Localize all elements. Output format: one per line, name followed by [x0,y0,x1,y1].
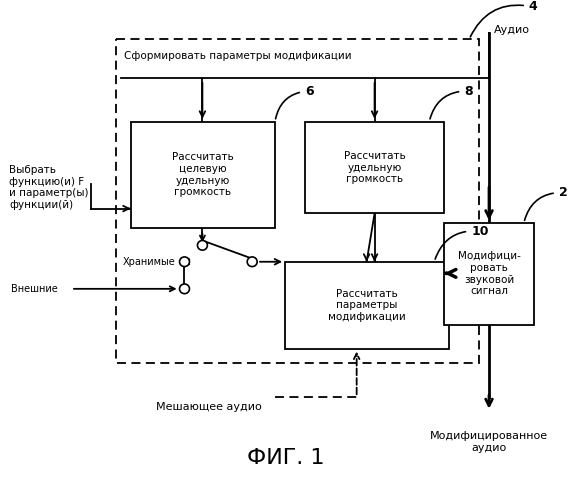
Bar [131,122,275,228]
Text: Рассчитать
параметры
модификации: Рассчитать параметры модификации [328,288,406,322]
Text: 10: 10 [435,224,489,259]
Bar [285,262,449,349]
Text: Хранимые: Хранимые [123,257,175,267]
Text: 2: 2 [524,186,567,220]
Text: Модифици-
ровать
звуковой
сигнал: Модифици- ровать звуковой сигнал [458,252,520,296]
Text: Выбрать
функцию(и) F
и параметр(ы)
функции(й): Выбрать функцию(и) F и параметр(ы) функц… [9,165,89,210]
Text: Рассчитать
удельную
громкость: Рассчитать удельную громкость [344,151,406,184]
Circle shape [179,257,190,266]
Circle shape [247,257,257,266]
Text: Рассчитать
целевую
удельную
громкость: Рассчитать целевую удельную громкость [172,152,234,197]
Text: 6: 6 [276,84,313,119]
Circle shape [198,240,207,250]
Text: ФИГ. 1: ФИГ. 1 [248,448,325,468]
Text: Модифицированное
аудио: Модифицированное аудио [430,431,548,452]
Bar [116,40,479,364]
Text: 4: 4 [470,0,537,37]
Text: Внешние: Внешние [11,284,58,294]
Text: Аудио: Аудио [494,25,530,35]
Text: Сформировать параметры модификации: Сформировать параметры модификации [124,51,351,61]
Text: 8: 8 [430,84,473,119]
Text: Мешающее аудио: Мешающее аудио [156,402,261,412]
Bar [444,223,534,324]
Bar [305,122,444,214]
Circle shape [179,284,190,294]
